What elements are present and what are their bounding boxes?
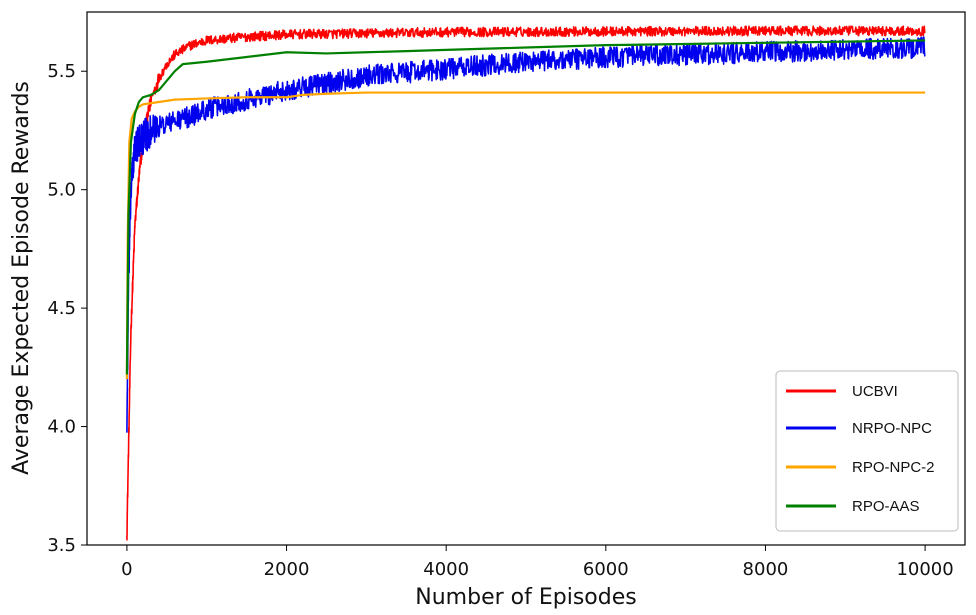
legend-label-ucbvi: UCBVI [852,383,898,400]
legend: UCBVI NRPO-NPC RPO-NPC-2 RPO-AAS [775,370,959,532]
x-axis-ticks: 0 2000 4000 6000 8000 10000 [121,545,954,580]
x-tick-label: 8000 [743,559,789,580]
y-axis-ticks: 3.5 4.0 4.5 5.0 5.5 [47,61,87,556]
legend-label-rpo-npc-2: RPO-NPC-2 [852,459,935,476]
legend-box [775,370,959,532]
y-tick-label: 5.0 [47,180,76,201]
x-tick-label: 6000 [583,559,629,580]
y-axis-label: Average Expected Episode Rewards [9,81,34,475]
series-layer [125,25,926,541]
x-tick-label: 10000 [896,559,953,580]
x-tick-label: 2000 [264,559,310,580]
y-tick-label: 4.0 [47,417,76,438]
x-tick-label: 4000 [423,559,469,580]
x-tick-label: 0 [121,559,132,580]
y-tick-label: 5.5 [47,61,76,82]
series-line-rpo-aas [125,39,926,375]
x-axis-label: Number of Episodes [415,585,636,610]
y-tick-label: 3.5 [47,535,76,556]
series-line-rpo-npc-2 [125,91,926,380]
y-tick-label: 4.5 [47,298,76,319]
series-line-nrpo-npc [126,36,926,433]
legend-label-rpo-aas: RPO-AAS [852,498,920,515]
series-line-ucbvi [126,25,926,541]
plot-frame [86,11,966,546]
legend-label-nrpo-npc: NRPO-NPC [852,420,932,437]
